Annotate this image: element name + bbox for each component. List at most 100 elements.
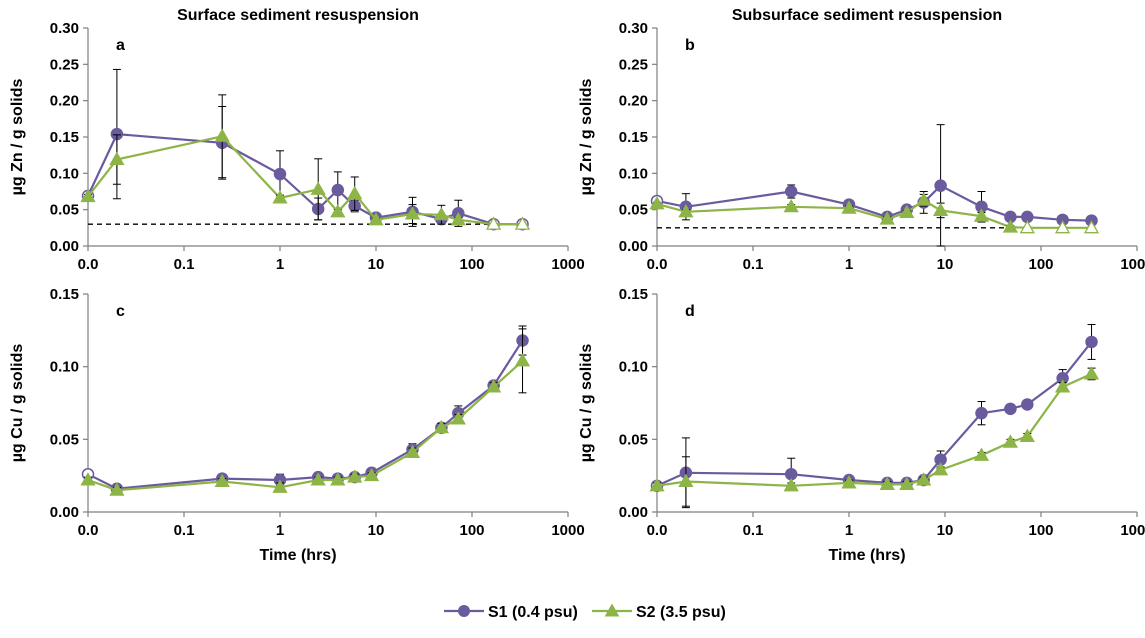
data-point	[272, 479, 288, 493]
y-tick-label: 0.30	[50, 20, 79, 37]
x-tick-label: 100	[1028, 522, 1053, 539]
panel-title: Subsurface sediment resuspension	[732, 7, 1002, 24]
legend-marker	[458, 605, 470, 617]
y-tick-label: 0.25	[619, 56, 648, 73]
x-tick-label: 1	[845, 256, 853, 273]
x-tick-label: 0.0	[78, 256, 99, 273]
x-axis-label: Time (hrs)	[828, 547, 905, 564]
data-point	[80, 472, 96, 486]
data-point	[514, 216, 531, 230]
data-point	[214, 128, 230, 142]
series-s2	[649, 366, 1100, 507]
y-tick-label: 0.10	[619, 165, 648, 182]
data-point	[310, 181, 326, 195]
data-point	[1019, 428, 1035, 442]
data-point	[485, 216, 502, 230]
data-point	[273, 167, 287, 181]
y-tick-label: 0.15	[50, 129, 79, 146]
panel-title: Surface sediment resuspension	[177, 7, 419, 24]
data-point	[450, 211, 466, 226]
data-point	[1083, 366, 1100, 380]
data-point	[784, 185, 798, 198]
y-axis-label: µg Cu / g solids	[578, 344, 595, 463]
series-s1	[81, 325, 529, 495]
data-point	[1019, 219, 1035, 234]
y-tick-label: 0.00	[50, 504, 79, 521]
data-point	[1054, 219, 1071, 234]
series-s2	[80, 94, 531, 230]
data-point	[649, 477, 665, 492]
data-point	[310, 472, 326, 486]
legend-label: S1 (0.4 psu)	[488, 604, 578, 621]
data-point	[932, 202, 949, 216]
y-tick-label: 0.15	[619, 129, 648, 146]
data-point	[783, 198, 799, 213]
x-tick-label: 100	[1028, 256, 1053, 273]
y-tick-label: 0.25	[50, 56, 79, 73]
data-point	[1002, 219, 1019, 233]
data-point	[330, 203, 346, 218]
series-s1	[650, 324, 1098, 509]
data-point	[363, 467, 380, 482]
data-point	[1085, 335, 1098, 349]
y-tick-label: 0.30	[619, 20, 648, 37]
x-tick-label: 0.0	[647, 522, 668, 539]
panel-letter: a	[116, 37, 125, 54]
y-axis-label: µg Cu / g solids	[9, 344, 26, 463]
data-point	[1054, 379, 1071, 393]
series-s2	[80, 328, 531, 496]
x-tick-label: 10	[937, 522, 954, 539]
x-tick-label: 0.0	[78, 522, 99, 539]
legend: S1 (0.4 psu) S2 (3.5 psu)	[444, 603, 726, 621]
x-tick-label: 1	[845, 522, 853, 539]
data-point	[485, 379, 502, 393]
x-axis-label: Time (hrs)	[259, 547, 336, 564]
y-tick-label: 0.05	[50, 202, 79, 219]
panel-a: 0.00 0.05 0.10 0.15 0.20 0.25 0.30 0.0 0.1 1 10 100…	[9, 7, 585, 273]
data-point	[1004, 402, 1017, 416]
x-tick-label: 100	[459, 256, 484, 273]
data-point	[916, 192, 932, 206]
y-tick-label: 0.05	[619, 431, 648, 448]
panel-d: 0.00 0.05 0.10 0.15 0.0 0.1 1 10 100 1000 d µg Cu /…	[578, 286, 1145, 564]
data-point	[899, 476, 915, 490]
data-point	[973, 447, 990, 461]
x-tick-label: 0.0	[647, 256, 668, 273]
series-s2	[649, 192, 1100, 234]
data-point	[347, 469, 363, 483]
data-point	[973, 208, 990, 222]
panels-layer: 0.000.050.100.150.200.250.300.0 0.1 1 10 100…	[9, 7, 1145, 564]
legend-entry-s1: S1 (0.4 psu)	[444, 604, 578, 621]
x-tick-label: 0.1	[174, 256, 195, 273]
data-point	[109, 151, 125, 166]
data-point	[841, 475, 857, 489]
y-tick-label: 0.10	[50, 165, 79, 182]
data-point	[433, 419, 450, 434]
panel-c: 0.00 0.05 0.10 0.15 0.0 0.1 1 10 100 1000 c µg Cu /…	[9, 286, 585, 564]
y-tick-label: 0.20	[50, 93, 79, 110]
x-tick-label: 10	[368, 256, 385, 273]
x-tick-label: 1	[276, 256, 284, 273]
y-tick-label: 0.10	[619, 359, 648, 376]
data-point	[450, 411, 466, 425]
x-tick-label: 10	[937, 256, 954, 273]
data-point	[678, 473, 694, 488]
panel-letter: c	[116, 303, 125, 320]
data-point	[783, 477, 799, 492]
data-point	[331, 183, 345, 197]
y-tick-label: 0.15	[50, 286, 79, 303]
y-axis-label: µg Zn / g solids	[9, 79, 26, 196]
data-point	[975, 406, 988, 420]
y-tick-label: 0.05	[50, 431, 79, 448]
y-axis-label: µg Zn / g solids	[578, 79, 595, 196]
data-point	[1002, 434, 1019, 448]
data-point	[404, 206, 421, 220]
data-point	[916, 472, 932, 486]
data-point	[109, 482, 125, 496]
data-point	[841, 200, 857, 214]
x-tick-label: 0.1	[743, 256, 764, 273]
series-line	[656, 341, 1093, 487]
series-line	[656, 372, 1092, 487]
data-point	[80, 188, 96, 203]
